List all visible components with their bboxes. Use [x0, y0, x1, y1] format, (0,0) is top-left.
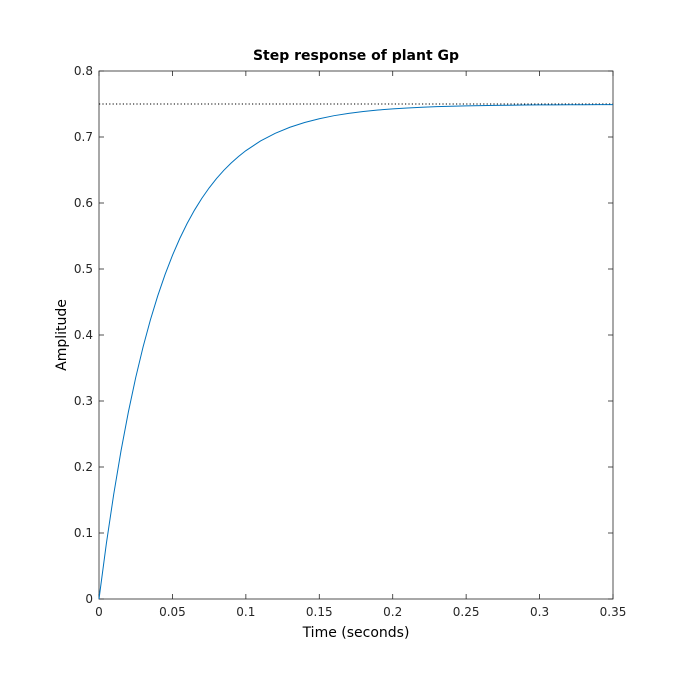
y-tick-label: 0.8	[74, 64, 93, 78]
x-axis-label: Time (seconds)	[302, 625, 410, 641]
y-tick-label: 0.2	[74, 460, 93, 474]
y-tick-label: 0	[85, 592, 93, 606]
y-tick-label: 0.4	[74, 328, 93, 342]
plot-area: 0 0.05 0.1 0.15 0.2 0.25 0.3 0.35 0 0.1 0.2 0.3 0.4 0…	[74, 64, 626, 619]
chart-title: Step response of plant Gp	[253, 48, 459, 64]
x-tick-label: 0.25	[453, 605, 480, 619]
x-tick-label: 0.05	[159, 605, 186, 619]
x-tick-label: 0.2	[383, 605, 402, 619]
axis-ticks: 0 0.05 0.1 0.15 0.2 0.25 0.3 0.35 0 0.1 0.2 0.3 0.4 0…	[74, 64, 626, 619]
x-tick-label: 0.15	[306, 605, 333, 619]
x-tick-label: 0.1	[236, 605, 255, 619]
x-tick-label: 0.35	[600, 605, 627, 619]
y-tick-label: 0.7	[74, 130, 93, 144]
series-line-step-response	[98, 104, 614, 600]
axes-box	[98, 70, 614, 600]
y-tick-label: 0.6	[74, 196, 93, 210]
y-tick-label: 0.1	[74, 526, 93, 540]
y-tick-label: 0.3	[74, 394, 93, 408]
y-tick-label: 0.5	[74, 262, 93, 276]
x-tick-label: 0.3	[530, 605, 549, 619]
y-axis-label: Amplitude	[54, 299, 70, 371]
x-tick-label: 0	[95, 605, 103, 619]
